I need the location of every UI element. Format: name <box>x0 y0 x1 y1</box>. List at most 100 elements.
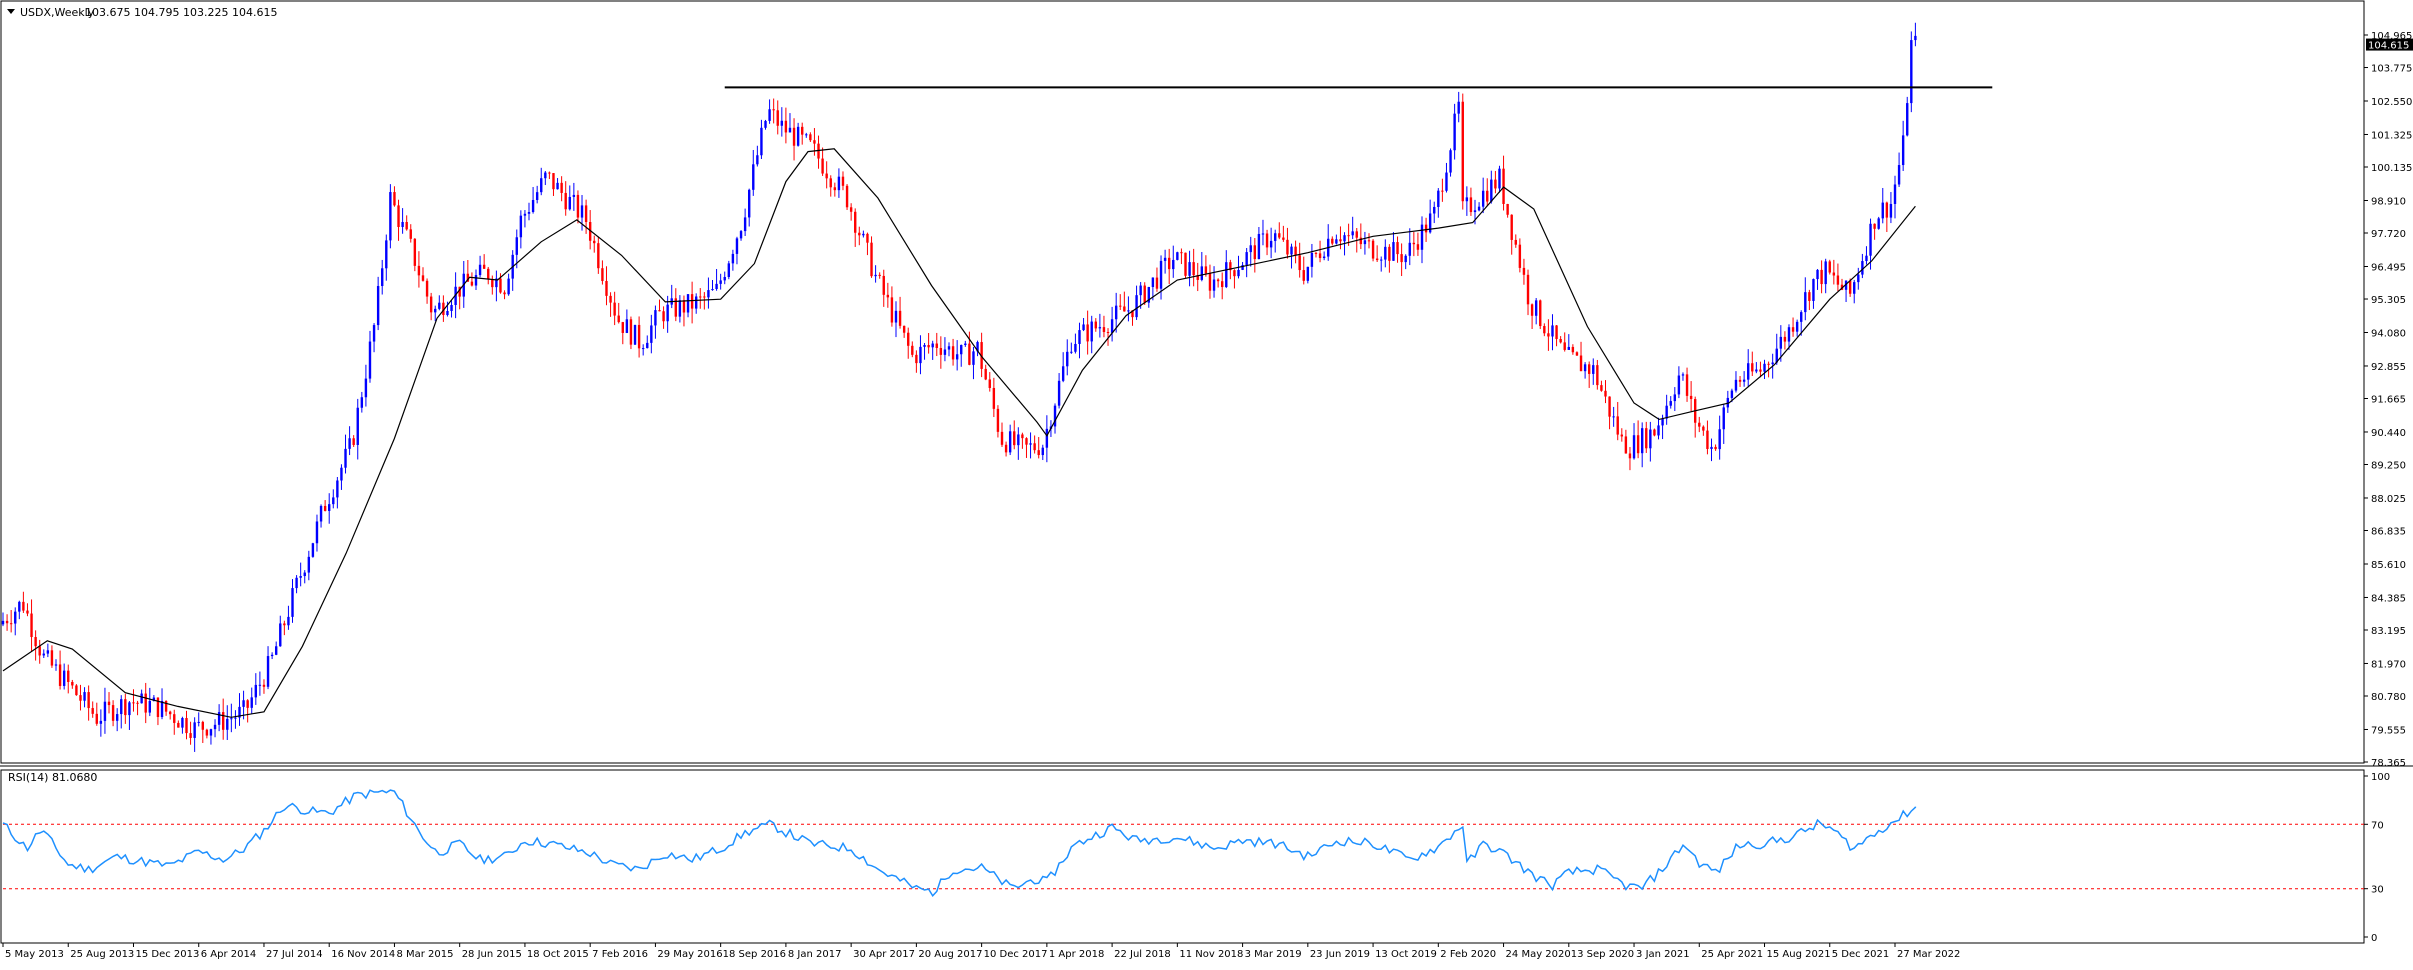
candle <box>1816 269 1819 290</box>
candle-body <box>894 310 898 323</box>
candle-body <box>1906 103 1909 136</box>
candle-body <box>348 438 351 449</box>
candle <box>1579 341 1583 372</box>
candle <box>1779 325 1783 362</box>
y-tick-label: 91.665 <box>2371 395 2406 406</box>
candle-body <box>1351 231 1354 236</box>
candle-body <box>160 700 164 718</box>
last-price-label: 104.615 <box>2368 41 2409 52</box>
candle-body <box>1608 396 1611 417</box>
candle <box>1306 266 1310 284</box>
candle <box>1220 272 1224 300</box>
candle <box>629 316 633 350</box>
candle-body <box>1689 395 1693 400</box>
candle-body <box>50 650 54 666</box>
candle <box>274 641 278 656</box>
candle <box>1596 359 1599 390</box>
candle-body <box>898 310 902 326</box>
candle-body <box>438 302 441 309</box>
candle <box>173 709 176 735</box>
candle-body <box>951 346 955 360</box>
candle-body <box>641 348 645 350</box>
candle-body <box>1188 262 1191 276</box>
candle-body <box>1510 214 1513 240</box>
candle <box>678 295 682 323</box>
candle <box>1689 381 1693 412</box>
candle-body <box>715 283 718 290</box>
candle <box>1384 239 1387 268</box>
candle-body <box>83 692 86 701</box>
chart-menu-triangle-icon[interactable] <box>7 9 15 14</box>
candle <box>144 682 147 724</box>
candle <box>466 259 470 282</box>
candle <box>1298 242 1301 278</box>
candle-body <box>548 172 551 174</box>
candle-body <box>1848 280 1852 294</box>
candle-body <box>1131 310 1134 318</box>
candle <box>976 340 979 357</box>
candle <box>120 695 123 729</box>
candle <box>1506 203 1509 218</box>
candle <box>1795 319 1799 337</box>
candle <box>927 333 930 354</box>
candle-body <box>1428 213 1432 233</box>
candle-body <box>784 120 788 133</box>
x-tick-label: 13 Oct 2019 <box>1375 949 1437 960</box>
candle-body <box>1506 203 1509 215</box>
candle-body <box>405 221 408 230</box>
candle-body <box>1229 262 1232 271</box>
candle <box>181 716 184 734</box>
candle <box>1437 188 1440 218</box>
candle <box>1180 248 1183 265</box>
candle <box>1359 223 1363 250</box>
candle-body <box>747 189 751 218</box>
candle <box>42 649 45 659</box>
candle <box>1551 314 1554 351</box>
y-tick-label: 81.970 <box>2371 659 2406 670</box>
candle <box>662 306 665 329</box>
candle-body <box>1738 379 1742 382</box>
candle <box>1029 432 1032 459</box>
x-tick-label: 25 Apr 2021 <box>1701 949 1763 960</box>
candle <box>1139 282 1142 309</box>
candle-body <box>168 711 172 715</box>
candle-body <box>46 650 50 654</box>
candle-body <box>1106 332 1110 334</box>
candle-body <box>817 143 820 159</box>
candle-body <box>1363 240 1367 245</box>
candle-body <box>1066 351 1069 367</box>
candle <box>1025 437 1028 458</box>
candle-body <box>1632 435 1636 459</box>
candle-body <box>1901 135 1905 166</box>
candle <box>177 720 180 728</box>
candle <box>527 202 531 221</box>
candle-body <box>1791 327 1795 332</box>
candle-body <box>42 653 45 656</box>
candle-body <box>307 556 311 573</box>
candle-body <box>825 173 828 179</box>
candle-body <box>1763 363 1766 372</box>
candle-body <box>686 294 690 313</box>
candle-body <box>572 194 576 197</box>
candle <box>250 687 253 714</box>
candle-body <box>238 706 241 718</box>
candle <box>381 259 384 295</box>
candle-body <box>760 127 763 156</box>
candle <box>495 270 498 302</box>
candle-body <box>1600 385 1603 391</box>
candle-body <box>217 712 221 725</box>
candle <box>1628 447 1632 471</box>
candle <box>605 266 608 306</box>
candle-body <box>226 718 229 730</box>
candle-body <box>14 611 17 624</box>
candle <box>907 327 910 359</box>
candle-body <box>1698 422 1701 427</box>
candle-body <box>120 699 123 715</box>
candle-body <box>980 342 983 369</box>
candle <box>821 147 824 176</box>
candle-body <box>1233 270 1236 277</box>
candle-body <box>723 276 726 281</box>
candle-body <box>1583 364 1587 372</box>
candle-body <box>1897 165 1901 185</box>
candle <box>964 340 967 347</box>
